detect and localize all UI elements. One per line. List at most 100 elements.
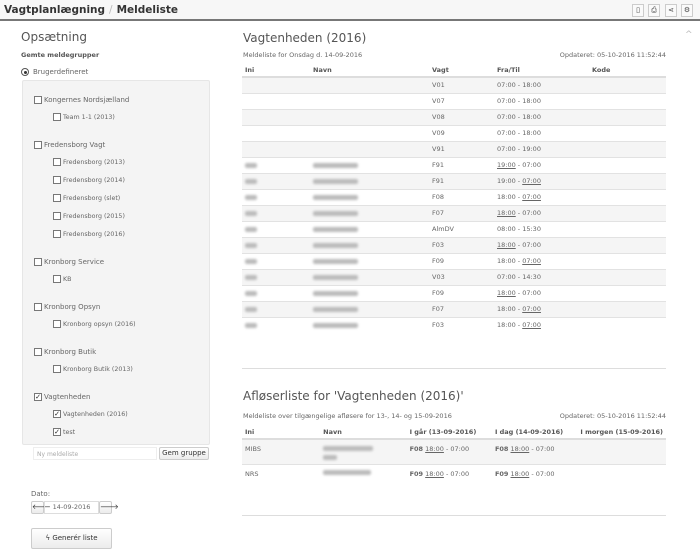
- kode-cell: [589, 188, 666, 205]
- radio-custom[interactable]: [21, 68, 29, 76]
- navn-cell: [310, 124, 429, 141]
- kode-cell: [589, 204, 666, 221]
- tomorrow-cell: [577, 463, 666, 482]
- fratil-cell: 07:00 - 18:00: [494, 108, 589, 125]
- subgroup-checkbox[interactable]: [53, 212, 61, 220]
- col-today: I dag (14-09-2016): [491, 425, 578, 440]
- subgroup-checkbox[interactable]: ✓: [53, 410, 61, 418]
- subgroup-label: KB: [63, 276, 72, 283]
- breadcrumb-meldeliste: Meldeliste: [116, 4, 178, 16]
- navn-cell: [320, 463, 407, 482]
- shift-code: F08: [409, 445, 424, 453]
- subgroup-label: Fredensborg (slet): [63, 195, 121, 202]
- from-time: 18:00: [497, 257, 516, 265]
- from-time: 07:00: [497, 81, 516, 90]
- table-row: F03 18:00 - 07:00: [242, 316, 666, 333]
- group-checkbox[interactable]: [34, 303, 42, 311]
- fratil-cell: 18:00 - 07:00: [494, 284, 589, 301]
- fratil-cell: 18:00 - 07:00: [494, 316, 589, 333]
- subgroup-checkbox[interactable]: [53, 113, 61, 121]
- today-cell: F08 18:00 - 07:00: [491, 438, 578, 464]
- fratil-cell: 07:00 - 18:00: [494, 92, 589, 109]
- fratil-cell: 18:00 - 07:00: [494, 188, 589, 205]
- breadcrumb: Vagtplanlægning / Meldeliste: [4, 4, 178, 16]
- subgroup-checkbox[interactable]: [53, 176, 61, 184]
- ini-cell: [242, 156, 310, 173]
- ini-cell: [242, 252, 310, 269]
- group-checkbox[interactable]: [34, 141, 42, 149]
- from-time: 18:00: [425, 445, 444, 453]
- kode-cell: [589, 284, 666, 301]
- group-label: Fredensborg Vagt: [44, 141, 106, 149]
- scroll-up-icon[interactable]: ^: [685, 30, 693, 40]
- ini-cell: [242, 220, 310, 237]
- generate-list-button[interactable]: ϟ Generér liste: [31, 528, 112, 549]
- from-time: 19:00: [497, 177, 516, 185]
- save-group-button[interactable]: Gem gruppe: [159, 447, 209, 460]
- from-time: 18:00: [497, 305, 516, 313]
- group-label: Kronborg Opsyn: [44, 303, 101, 311]
- fratil-cell: 07:00 - 18:00: [494, 76, 589, 93]
- table-row: V01 07:00 - 18:00: [242, 76, 666, 93]
- radio-custom-label: Brugerdefineret: [33, 68, 89, 76]
- col-ini: Ini: [242, 63, 310, 78]
- ini-cell: [242, 300, 310, 317]
- group-checkbox[interactable]: ✓: [34, 393, 42, 401]
- fratil-cell: 19:00 - 07:00: [494, 172, 589, 189]
- print-icon[interactable]: ⎙: [648, 4, 660, 17]
- from-time: 18:00: [497, 193, 516, 201]
- kode-cell: [589, 172, 666, 189]
- navn-cell: [310, 140, 429, 157]
- prev-date-button[interactable]: 🡐: [31, 501, 51, 514]
- group-checkbox[interactable]: [34, 258, 42, 266]
- to-time: 15:30: [522, 225, 541, 233]
- subgroup-checkbox[interactable]: [53, 158, 61, 166]
- ini-cell: [242, 236, 310, 253]
- subgroup-label: Vagtenheden (2016): [63, 411, 128, 418]
- vagt-cell: F91: [429, 172, 494, 189]
- table-row: F07 18:00 - 07:00: [242, 204, 666, 221]
- pdf-icon[interactable]: ▯: [632, 4, 644, 17]
- subgroup-checkbox[interactable]: [53, 320, 61, 328]
- subgroup-label: Fredensborg (2013): [63, 159, 125, 166]
- subgroup-checkbox[interactable]: [53, 275, 61, 283]
- to-time: 18:00: [522, 97, 541, 105]
- group-checkbox[interactable]: [34, 96, 42, 104]
- subgroup-checkbox[interactable]: ✓: [53, 428, 61, 436]
- navn-cell: [310, 156, 429, 173]
- from-time: 07:00: [497, 129, 516, 137]
- ini-cell: [242, 172, 310, 189]
- table-row: F03 18:00 - 07:00: [242, 236, 666, 253]
- to-time: 07:00: [522, 209, 541, 217]
- to-time: 18:00: [522, 81, 541, 90]
- group-label: Kronborg Butik: [44, 348, 97, 356]
- fratil-cell: 18:00 - 07:00: [494, 252, 589, 269]
- to-time: 07:00: [450, 445, 470, 453]
- from-time: 18:00: [497, 209, 516, 217]
- ini-cell: [242, 204, 310, 221]
- setup-title: Opsætning: [21, 30, 87, 44]
- gear-icon[interactable]: ⚙: [681, 4, 693, 17]
- group-checkbox[interactable]: [34, 348, 42, 356]
- from-time: 18:00: [497, 321, 516, 330]
- next-date-button[interactable]: 🡒: [99, 501, 119, 514]
- vagt-cell: V91: [429, 140, 494, 157]
- ini-cell: [242, 284, 310, 301]
- date-input[interactable]: 14-09-2016: [44, 501, 99, 514]
- share-icon[interactable]: ⋖: [665, 4, 677, 17]
- subgroup-checkbox[interactable]: [53, 194, 61, 202]
- subgroup-checkbox[interactable]: [53, 365, 61, 373]
- to-time: 18:00: [522, 129, 541, 137]
- new-list-input[interactable]: Ny meldeliste: [33, 447, 157, 460]
- to-time: 07:00: [522, 289, 541, 297]
- ini-cell: MIBS: [242, 438, 321, 464]
- table-row: NRS F09 18:00 - 07:00 F09 18:00 - 07:00: [242, 463, 666, 482]
- navn-cell: [310, 92, 429, 109]
- col-yesterday: I går (13-09-2016): [406, 425, 492, 440]
- vagt-cell: F08: [429, 188, 494, 205]
- kode-cell: [589, 268, 666, 285]
- breadcrumb-vagtplanlaegning[interactable]: Vagtplanlægning: [4, 4, 106, 16]
- vagt-cell: V09: [429, 124, 494, 141]
- from-time: 07:00: [497, 113, 516, 121]
- subgroup-checkbox[interactable]: [53, 230, 61, 238]
